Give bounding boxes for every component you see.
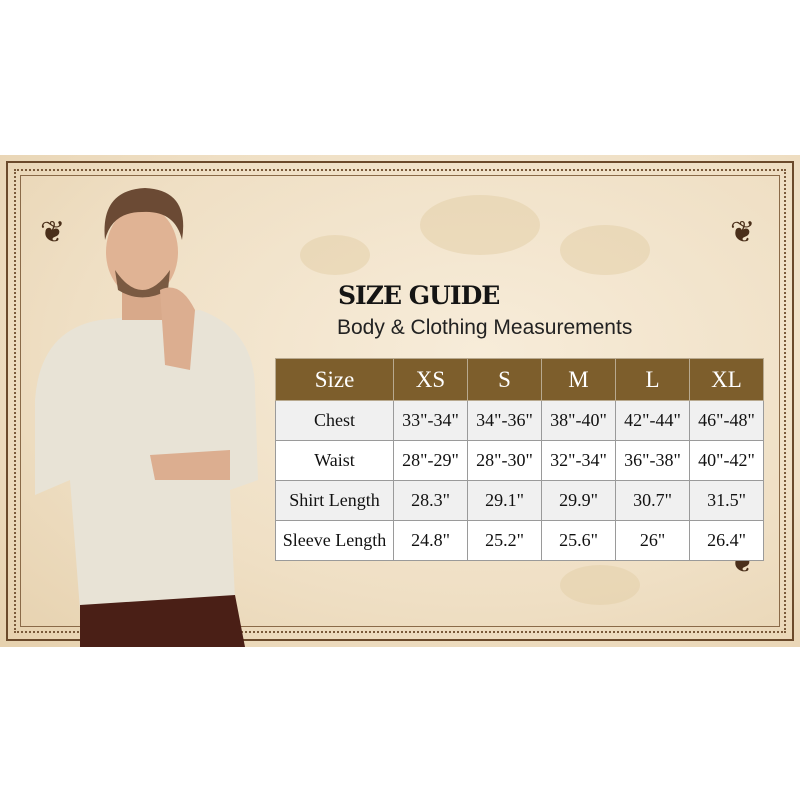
table-cell: 36"-38" [615,440,690,481]
header-m: M [541,358,616,401]
table-cell: 46"-48" [689,400,764,441]
table-cell: 28"-29" [393,440,468,481]
table-row-waist: Waist 28"-29" 28"-30" 32"-34" 36"-38" 40… [275,440,764,481]
header-size: Size [275,358,394,401]
header-xl: XL [689,358,764,401]
row-label: Sleeve Length [275,520,394,561]
ornamental-border [6,161,794,641]
header-xs: XS [393,358,468,401]
ornamental-border-dotted [14,169,786,633]
table-cell: 28"-30" [467,440,542,481]
table-cell: 26.4" [689,520,764,561]
flourish-icon: ❦ [40,216,66,249]
table-cell: 40"-42" [689,440,764,481]
table-cell: 25.2" [467,520,542,561]
table-cell: 33"-34" [393,400,468,441]
size-table: Size XS S M L XL Chest 33"-34" 34"-36" 3… [275,358,764,561]
row-label: Waist [275,440,394,481]
table-cell: 38"-40" [541,400,616,441]
table-row-chest: Chest 33"-34" 34"-36" 38"-40" 42"-44" 46… [275,400,764,441]
header-l: L [615,358,690,401]
header-s: S [467,358,542,401]
page-title: SIZE GUIDE [338,281,500,310]
table-cell: 34"-36" [467,400,542,441]
table-cell: 25.6" [541,520,616,561]
page-subtitle: Body & Clothing Measurements [337,316,633,339]
ornamental-border-inner [20,175,780,627]
table-cell: 31.5" [689,480,764,521]
table-cell: 32"-34" [541,440,616,481]
table-header-row: Size XS S M L XL [275,358,764,401]
table-cell: 26" [615,520,690,561]
row-label: Chest [275,400,394,441]
table-cell: 29.9" [541,480,616,521]
table-cell: 29.1" [467,480,542,521]
table-cell: 24.8" [393,520,468,561]
model-photo [35,188,258,647]
table-cell: 30.7" [615,480,690,521]
table-cell: 42"-44" [615,400,690,441]
table-row-shirt-length: Shirt Length 28.3" 29.1" 29.9" 30.7" 31.… [275,480,764,521]
flourish-icon: ❦ [730,216,756,249]
row-label: Shirt Length [275,480,394,521]
table-cell: 28.3" [393,480,468,521]
table-row-sleeve-length: Sleeve Length 24.8" 25.2" 25.6" 26" 26.4… [275,520,764,561]
